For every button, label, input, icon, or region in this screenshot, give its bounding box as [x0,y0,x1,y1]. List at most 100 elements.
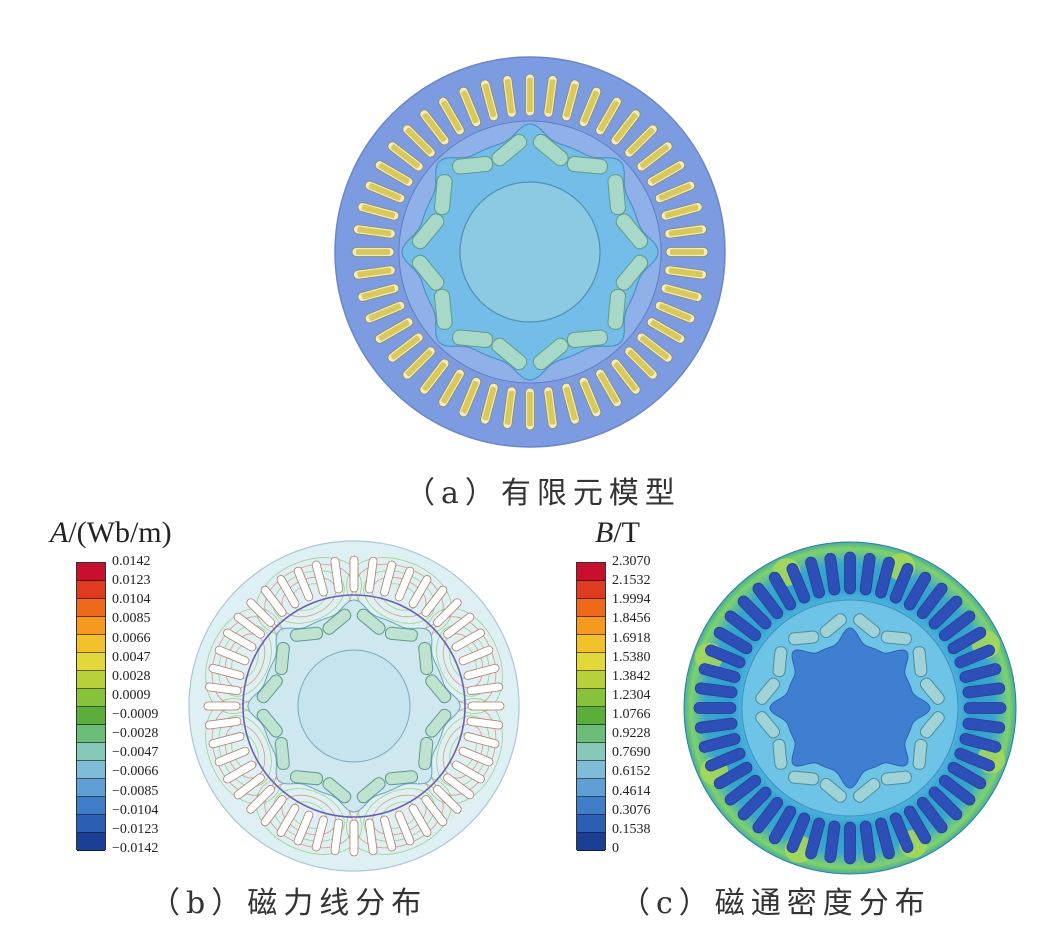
stator-slot [380,815,397,852]
colorbar-swatch [77,689,105,707]
stator-slot [578,376,602,418]
stator-slot [419,358,450,395]
colorbar-tick-label: −0.0142 [112,841,159,856]
stator-slot [419,109,450,146]
stator-slot [480,79,499,122]
rotor-magnet [290,626,324,642]
colorbar-swatch [77,599,105,617]
caption-a: （a）有限元模型 [405,476,681,511]
stator-slot [646,317,686,344]
colorbar-tick-label: 0.9228 [612,726,651,742]
stator-slot [959,663,1002,683]
stator-slot [353,265,396,280]
rotor-magnet [532,133,569,167]
colorbar-tick-label: −0.0009 [112,707,159,723]
stator-slot [330,818,343,856]
stator-slot [374,160,414,187]
stator-slot [311,560,328,597]
stator-slot [458,746,494,767]
stator-slot [889,563,914,604]
stator-slot [786,812,811,853]
stator-slot [214,645,250,666]
stator-slot [916,796,948,834]
stator-slot [916,582,948,620]
stator-slot [374,317,414,344]
stator-slot [467,701,505,711]
colorbar-tick-label: 2.1532 [612,573,651,589]
stator-slot [365,818,378,856]
rotor-magnet [274,736,290,770]
colorbar-c [576,562,606,851]
stator-slot [408,803,432,837]
colorbar-tick-label: 0.7690 [612,745,651,761]
stator-slot [578,86,602,128]
rotor-magnet [532,337,569,371]
stator-slot [260,795,287,827]
caption-c: （c）磁通密度分布 [620,886,931,921]
rotor-magnet [755,677,781,705]
stator-slot [962,682,1006,699]
rotor-magnet [912,646,928,678]
stator-slot [660,202,703,221]
stator-slot [654,300,696,324]
colorbar-tick-label: −0.0047 [112,745,159,761]
colorbar-swatch [577,761,605,779]
stator-slot [353,224,396,239]
stator-slot [204,717,242,730]
colorbar-tick-label: −0.0085 [112,783,159,799]
colorbar-tick-label: 1.0766 [612,707,651,723]
stator-slot [293,810,314,846]
stator-slot [330,556,343,594]
stator-slot [233,773,265,800]
stator-slot [421,795,448,827]
colorbar-swatch [577,833,605,851]
stator-slot [610,358,641,395]
colorbar-tick-label: 0.4614 [612,783,651,799]
rotor-magnet [356,608,386,635]
stator-slot [903,805,932,845]
caption-b: （b）磁力线分布 [150,886,428,921]
stator-slot [698,663,741,683]
colorbar-tick-label: 0.0104 [112,592,151,608]
colorbar-swatch [577,563,605,581]
stator-slot [223,628,257,652]
stator-slot [293,566,314,602]
stator-slot [903,571,932,611]
rotor-magnet [919,677,945,705]
rotor-magnet [819,777,847,803]
rotor-core-c [769,627,931,789]
stator-slot [859,552,876,596]
stator-slot [480,382,499,425]
rotor-magnets-c [755,613,945,803]
rotor-magnets-b [256,608,452,804]
stator-slot [610,109,641,146]
stator-slot [705,644,746,669]
colorbar-tick-label: 0.0066 [112,630,151,646]
colorbar-swatch [77,671,105,689]
stator-slot [928,595,963,630]
rotor-magnet [853,777,881,803]
stator-slot [954,644,995,669]
colorbar-swatch [77,707,105,725]
rotor-magnet [615,213,649,250]
stator-slot [875,556,895,599]
rotor-magnet [418,736,434,770]
colorbar-b [76,562,106,851]
stator-slot [458,645,494,666]
colorbar-swatch [77,725,105,743]
stator-slot [463,732,500,749]
rotor-magnet [491,133,528,167]
rotor-magnet [607,288,626,330]
rotor-magnets [411,133,649,371]
colorbar-swatch [577,599,605,617]
colorbar-b-title: A/(Wb/m) [50,516,172,549]
stator-slot [208,663,245,680]
colorbar-swatch [577,707,605,725]
colorbar-tick-label: 0.0142 [112,554,151,569]
air-gap-b [242,594,466,818]
stator-slot [203,701,241,711]
rotor-magnet [491,337,528,371]
stator-slot [824,552,841,596]
colorbar-tick-label: 0.3076 [612,802,651,818]
stator-slot [805,556,825,599]
